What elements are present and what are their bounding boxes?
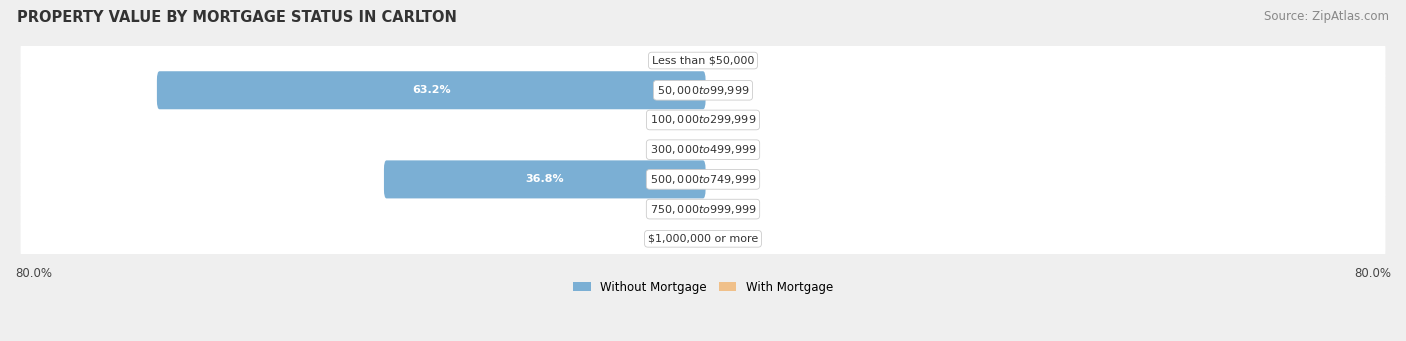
FancyBboxPatch shape	[21, 98, 1385, 142]
Text: $100,000 to $299,999: $100,000 to $299,999	[650, 114, 756, 127]
FancyBboxPatch shape	[21, 68, 1385, 112]
Text: 0.0%: 0.0%	[654, 204, 682, 214]
FancyBboxPatch shape	[384, 160, 706, 198]
Text: 0.0%: 0.0%	[654, 234, 682, 244]
FancyBboxPatch shape	[21, 39, 1385, 83]
Text: 0.0%: 0.0%	[724, 145, 752, 155]
Text: 0.0%: 0.0%	[724, 234, 752, 244]
Text: 63.2%: 63.2%	[412, 85, 450, 95]
Text: 0.0%: 0.0%	[724, 204, 752, 214]
Text: $500,000 to $749,999: $500,000 to $749,999	[650, 173, 756, 186]
Text: Less than $50,000: Less than $50,000	[652, 56, 754, 65]
FancyBboxPatch shape	[21, 158, 1385, 202]
Text: 80.0%: 80.0%	[15, 267, 52, 280]
Text: 80.0%: 80.0%	[1354, 267, 1391, 280]
FancyBboxPatch shape	[21, 187, 1385, 231]
Text: 0.0%: 0.0%	[724, 174, 752, 184]
Legend: Without Mortgage, With Mortgage: Without Mortgage, With Mortgage	[574, 281, 832, 294]
Text: 0.0%: 0.0%	[724, 115, 752, 125]
Text: $300,000 to $499,999: $300,000 to $499,999	[650, 143, 756, 156]
Text: $1,000,000 or more: $1,000,000 or more	[648, 234, 758, 244]
FancyBboxPatch shape	[21, 217, 1385, 261]
Text: Source: ZipAtlas.com: Source: ZipAtlas.com	[1264, 10, 1389, 23]
Text: 36.8%: 36.8%	[526, 174, 564, 184]
Text: 0.0%: 0.0%	[654, 115, 682, 125]
Text: 0.0%: 0.0%	[724, 85, 752, 95]
Text: 0.0%: 0.0%	[724, 56, 752, 65]
Text: $50,000 to $99,999: $50,000 to $99,999	[657, 84, 749, 97]
Text: $750,000 to $999,999: $750,000 to $999,999	[650, 203, 756, 216]
FancyBboxPatch shape	[21, 128, 1385, 172]
Text: 0.0%: 0.0%	[654, 145, 682, 155]
Text: PROPERTY VALUE BY MORTGAGE STATUS IN CARLTON: PROPERTY VALUE BY MORTGAGE STATUS IN CAR…	[17, 10, 457, 25]
FancyBboxPatch shape	[157, 71, 706, 109]
Text: 0.0%: 0.0%	[654, 56, 682, 65]
